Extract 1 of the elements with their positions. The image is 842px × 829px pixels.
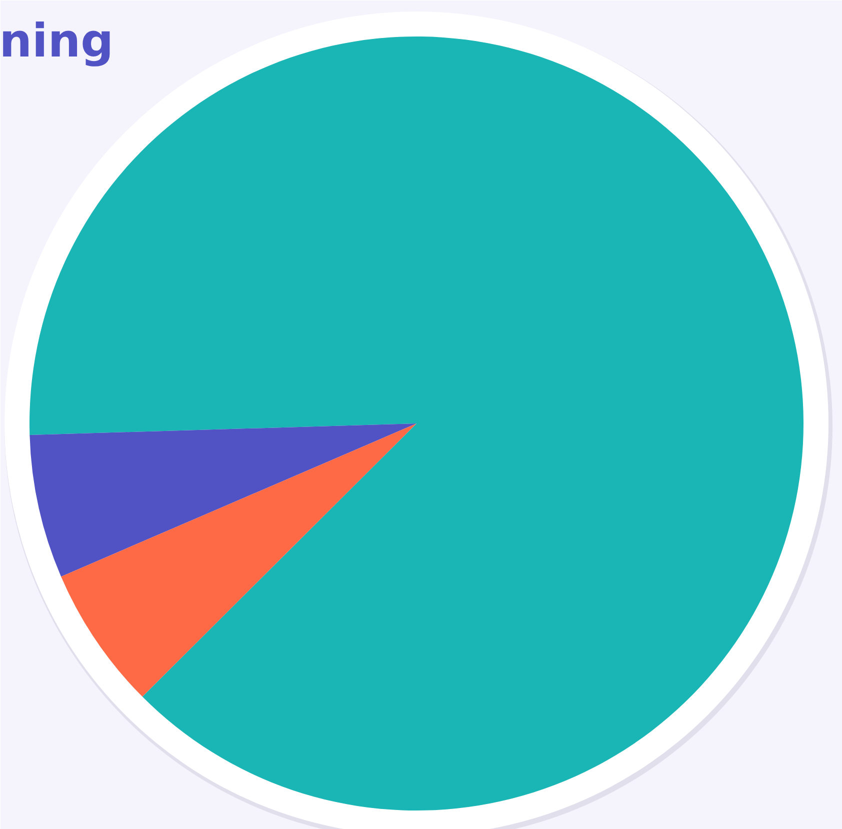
chart-title: ning [0, 14, 114, 68]
